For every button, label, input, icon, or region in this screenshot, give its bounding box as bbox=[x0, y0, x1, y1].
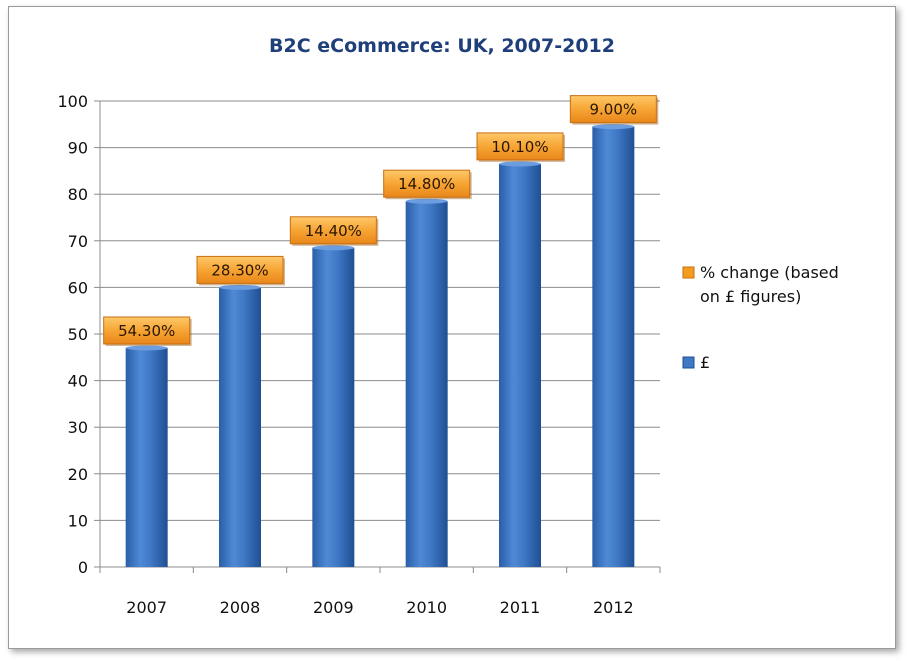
data-labels: 54.30% 28.30% 14.40% 14.80% 10.10% 9.00% bbox=[103, 95, 659, 346]
data-label-box bbox=[383, 169, 471, 198]
data-label-box bbox=[476, 132, 564, 161]
bar-cap-2007 bbox=[125, 345, 168, 351]
y-tick-label: 70 bbox=[68, 232, 88, 251]
gridlines bbox=[100, 100, 660, 521]
bar-cap-2009 bbox=[312, 245, 355, 251]
bar-2008 bbox=[219, 287, 261, 567]
bar-2007 bbox=[125, 347, 168, 567]
x-tick-label: 2012 bbox=[593, 598, 634, 617]
legend-label: % change (based bbox=[700, 263, 839, 282]
x-axis: 2007 2008 2009 2010 2011 2012 bbox=[99, 566, 661, 617]
y-tick-label: 80 bbox=[68, 185, 88, 204]
data-label: 14.80% bbox=[398, 175, 455, 193]
data-label: 28.30% bbox=[211, 261, 268, 279]
x-tick-label: 2009 bbox=[313, 598, 354, 617]
x-tick-label: 2010 bbox=[406, 598, 447, 617]
x-tick-label: 2008 bbox=[220, 598, 261, 617]
x-tick-label: 2007 bbox=[126, 598, 167, 617]
data-label-box bbox=[196, 255, 284, 284]
data-label-box bbox=[289, 216, 377, 245]
bars bbox=[125, 124, 635, 568]
bar-cap-2008 bbox=[219, 284, 261, 290]
y-tick-label: 20 bbox=[68, 465, 88, 484]
data-label: 54.30% bbox=[118, 322, 175, 340]
x-tick-label: 2011 bbox=[500, 598, 541, 617]
bar-2010 bbox=[405, 201, 448, 567]
y-tick-label: 100 bbox=[57, 92, 88, 111]
y-tick-label: 90 bbox=[68, 139, 88, 158]
legend-swatch bbox=[682, 266, 695, 279]
bar-2012 bbox=[592, 126, 635, 567]
y-tick-label: 50 bbox=[68, 325, 88, 344]
y-axis: 0 10 20 30 40 50 60 70 80 90 100 bbox=[57, 92, 101, 577]
data-label-box bbox=[569, 95, 657, 124]
bar-cap-2012 bbox=[592, 124, 635, 130]
y-tick-label: 30 bbox=[68, 418, 88, 437]
bar-2011 bbox=[499, 163, 541, 567]
legend-label: on £ figures) bbox=[700, 287, 801, 306]
bar-cap-2011 bbox=[499, 161, 541, 167]
data-label: 10.10% bbox=[491, 138, 548, 156]
bar-2009 bbox=[312, 247, 355, 568]
legend-swatch bbox=[682, 356, 695, 369]
y-tick-label: 40 bbox=[68, 372, 88, 391]
data-label: 9.00% bbox=[590, 101, 638, 119]
y-tick-label: 60 bbox=[68, 278, 88, 297]
y-tick-label: 10 bbox=[68, 511, 88, 530]
y-tick-label: 0 bbox=[78, 558, 88, 577]
legend: % change (based on £ figures) £ bbox=[682, 263, 839, 372]
data-label: 14.40% bbox=[305, 222, 362, 240]
data-label-box bbox=[103, 316, 191, 345]
legend-label: £ bbox=[700, 353, 710, 372]
chart-title: B2C eCommerce: UK, 2007-2012 bbox=[269, 35, 615, 57]
bar-cap-2010 bbox=[405, 198, 448, 204]
